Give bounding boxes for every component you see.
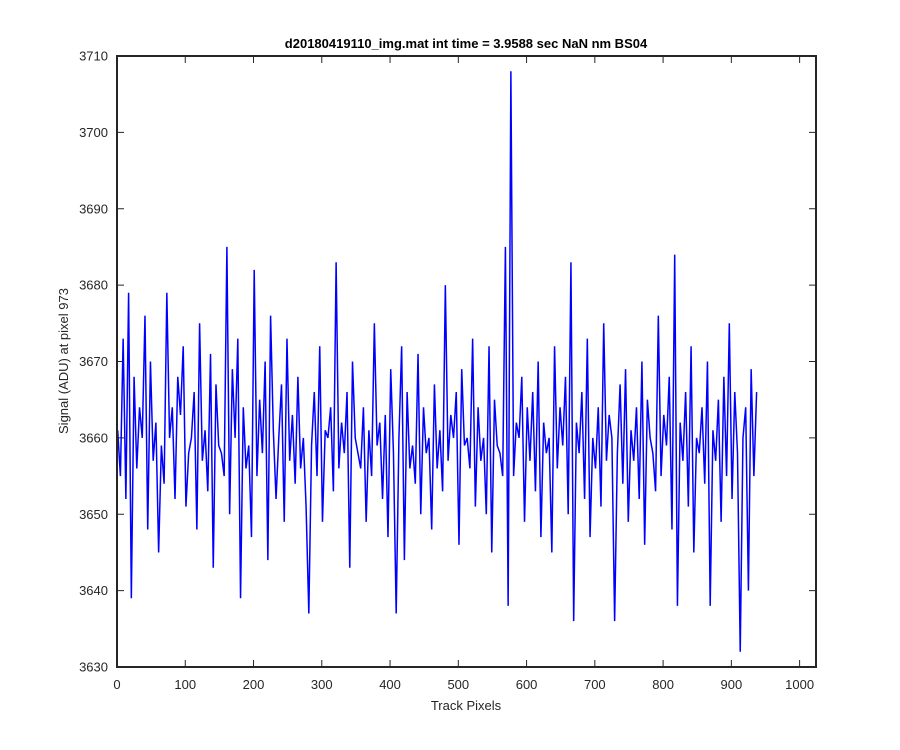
x-tick-label: 700 <box>584 677 606 692</box>
x-tick-label: 200 <box>243 677 265 692</box>
y-tick-label: 3650 <box>79 507 108 522</box>
x-tick-label: 400 <box>379 677 401 692</box>
y-tick-label: 3670 <box>79 354 108 369</box>
y-tick-label: 3660 <box>79 430 108 445</box>
x-tick-label: 1000 <box>785 677 814 692</box>
x-tick-label: 0 <box>113 677 120 692</box>
y-tick-label: 3690 <box>79 201 108 216</box>
x-tick-label: 100 <box>174 677 196 692</box>
x-tick-label: 900 <box>721 677 743 692</box>
y-tick-label: 3630 <box>79 660 108 675</box>
chart-title: d20180419110_img.mat int time = 3.9588 s… <box>285 36 648 51</box>
y-tick-label: 3680 <box>79 278 108 293</box>
y-tick-label: 3700 <box>79 125 108 140</box>
y-tick-label: 3710 <box>79 49 108 64</box>
series-line <box>116 71 758 652</box>
y-axis-label: Signal (ADU) at pixel 973 <box>56 288 71 434</box>
x-tick-label: 300 <box>311 677 333 692</box>
tick-layer: 0 100 200 300 400 500 600 700 800 900 1000 3630 3640… <box>79 49 816 692</box>
x-tick-label: 500 <box>447 677 469 692</box>
y-tick-label: 3640 <box>79 583 108 598</box>
x-tick-label: 600 <box>516 677 538 692</box>
plot-area <box>117 56 816 667</box>
x-axis-label: Track Pixels <box>431 698 502 713</box>
series-layer <box>116 71 758 652</box>
x-tick-label: 800 <box>652 677 674 692</box>
axes-box <box>116 55 817 668</box>
